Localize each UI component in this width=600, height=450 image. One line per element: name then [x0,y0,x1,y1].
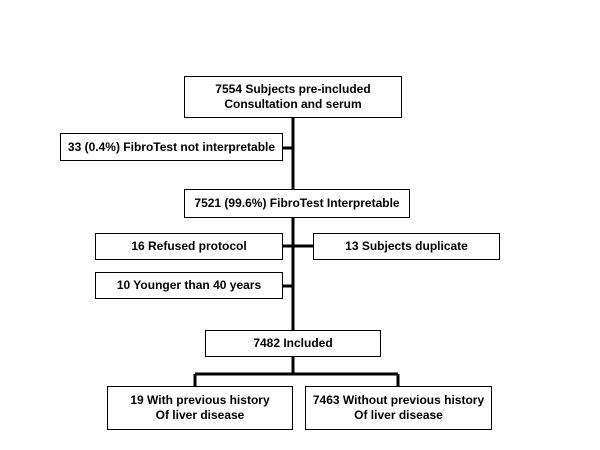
box-refused-protocol: 16 Refused protocol [95,233,283,260]
box-without-history-line2: Of liver disease [354,408,443,422]
box-without-history: 7463 Without previous history Of liver d… [305,386,492,430]
box-not-interpretable: 33 (0.4%) FibroTest not interpretable [60,133,283,161]
box-subjects-duplicate-text: 13 Subjects duplicate [345,239,468,253]
box-pre-included: 7554 Subjects pre-included Consultation … [184,76,402,118]
box-with-history-line2: Of liver disease [155,408,245,422]
box-subjects-duplicate: 13 Subjects duplicate [313,233,500,260]
box-interpretable: 7521 (99.6%) FibroTest Interpretable [184,189,410,218]
box-with-history: 19 With previous history Of liver diseas… [107,386,293,430]
box-without-history-line1: 7463 Without previous history [312,393,485,407]
box-interpretable-text: 7521 (99.6%) FibroTest Interpretable [194,196,400,210]
box-pre-included-line2: Consultation and serum [224,97,362,111]
box-included-text: 7482 Included [253,336,333,350]
box-younger-than-40: 10 Younger than 40 years [95,272,283,299]
box-younger-than-40-text: 10 Younger than 40 years [116,278,262,292]
box-pre-included-line1: 7554 Subjects pre-included [215,82,371,96]
box-with-history-line1: 19 With previous history [130,393,270,407]
box-refused-protocol-text: 16 Refused protocol [131,239,247,253]
box-not-interpretable-text: 33 (0.4%) FibroTest not interpretable [67,139,276,154]
box-included: 7482 Included [205,330,381,357]
